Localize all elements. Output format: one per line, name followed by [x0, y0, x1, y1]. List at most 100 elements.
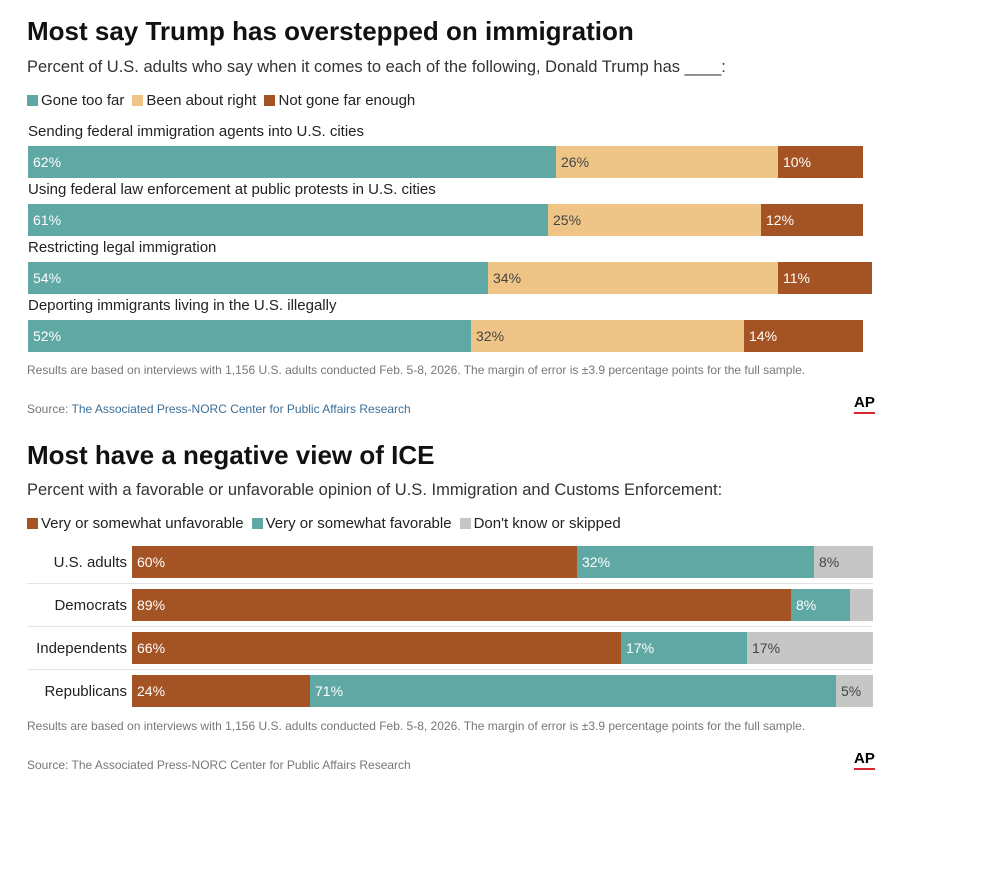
data-label: 60% [137, 554, 166, 570]
category-label: Restricting legal immigration [28, 239, 217, 256]
bar-segment: 66% [132, 632, 621, 664]
chart1-title: Most say Trump has overstepped on immigr… [27, 16, 634, 46]
legend-swatch [27, 95, 38, 106]
bar-segment: 5% [836, 675, 873, 707]
ap-logo: AP [854, 750, 875, 770]
data-label: 26% [561, 154, 590, 170]
legend-swatch [27, 518, 38, 529]
category-label: Republicans [44, 683, 127, 700]
row-divider [27, 583, 873, 584]
data-label: 66% [137, 640, 166, 656]
chart2-title: Most have a negative view of ICE [27, 440, 435, 470]
source-link[interactable]: The Associated Press-NORC Center for Pub… [71, 402, 411, 416]
bar-segment: 25% [548, 204, 761, 236]
data-label: 32% [476, 328, 505, 344]
bar-segment: 17% [747, 632, 873, 664]
bar-segment: 89% [132, 589, 791, 621]
bar-segment: 10% [778, 146, 863, 178]
legend-label: Don't know or skipped [473, 515, 621, 532]
legend-swatch [459, 518, 471, 529]
legend-label: Been about right [146, 92, 257, 109]
chart1-source: Source: The Associated Press-NORC Center… [27, 402, 411, 416]
legend-label: Very or somewhat favorable [265, 515, 452, 532]
stacked-bar: 24% 71% 5% [132, 675, 873, 707]
legend-label: Not gone far enough [278, 92, 416, 109]
legend-swatch [251, 518, 263, 529]
chart2-subtitle: Percent with a favorable or unfavorable … [27, 481, 723, 499]
stacked-bar: 52% 32% 14% [28, 320, 880, 352]
bar-segment: 32% [471, 320, 744, 352]
bar-segment: 24% [132, 675, 310, 707]
bar-segment: 17% [621, 632, 747, 664]
data-label: 5% [841, 683, 862, 699]
source-prefix: Source: [27, 758, 72, 772]
legend-item-gone-too-far: Gone too far [27, 92, 124, 109]
stacked-bar: 54% 34% 11% [28, 262, 880, 294]
chart2-footnote: Results are based on interviews with 1,1… [27, 719, 806, 733]
data-label: 10% [783, 154, 812, 170]
row-divider [27, 626, 873, 627]
category-label: Sending federal immigration agents into … [28, 123, 365, 140]
bar-segment-unlabeled [850, 589, 873, 621]
legend-item-about-right: Been about right [132, 92, 256, 109]
data-label: 52% [33, 328, 62, 344]
bar-segment: 61% [28, 204, 548, 236]
chart1-legend: Gone too far Been about right Not gone f… [27, 92, 423, 109]
chart2-legend: Very or somewhat unfavorable Very or som… [27, 515, 629, 532]
data-label: 61% [33, 212, 62, 228]
data-label: 8% [796, 597, 817, 613]
bar-segment: 34% [488, 262, 778, 294]
bar-segment: 8% [814, 546, 873, 578]
stacked-bar: 62% 26% 10% [28, 146, 880, 178]
chart1-footnote: Results are based on interviews with 1,1… [27, 363, 806, 377]
bar-segment: 52% [28, 320, 471, 352]
legend-swatch [132, 95, 144, 106]
data-label: 89% [137, 597, 166, 613]
data-label: 14% [749, 328, 778, 344]
legend-label: Very or somewhat unfavorable [41, 515, 244, 532]
stacked-bar: 89% 8% [132, 589, 873, 621]
stacked-bar: 61% 25% 12% [28, 204, 880, 236]
data-label: 71% [315, 683, 344, 699]
bar-segment: 14% [744, 320, 863, 352]
legend-item-dont-know: Don't know or skipped [459, 515, 621, 532]
bar-segment: 71% [310, 675, 836, 707]
data-label: 11% [783, 270, 810, 286]
source-text: The Associated Press-NORC Center for Pub… [71, 758, 411, 772]
stacked-bar: 60% 32% 8% [132, 546, 873, 578]
bar-segment: 62% [28, 146, 556, 178]
category-label: Using federal law enforcement at public … [28, 181, 436, 198]
row-divider [27, 669, 873, 670]
source-prefix: Source: [27, 402, 72, 416]
bar-segment: 54% [28, 262, 488, 294]
legend-item-favorable: Very or somewhat favorable [251, 515, 452, 532]
bar-segment: 32% [577, 546, 814, 578]
data-label: 34% [493, 270, 522, 286]
bar-segment: 60% [132, 546, 577, 578]
data-label: 17% [626, 640, 655, 656]
category-label: U.S. adults [53, 554, 127, 571]
legend-label: Gone too far [41, 92, 125, 109]
category-label: Independents [36, 640, 127, 657]
bar-segment: 8% [791, 589, 850, 621]
ap-logo: AP [854, 394, 875, 414]
bar-segment: 12% [761, 204, 863, 236]
bar-segment: 11% [778, 262, 872, 294]
data-label: 54% [33, 270, 62, 286]
legend-swatch [264, 95, 276, 106]
data-label: 12% [766, 212, 795, 228]
data-label: 62% [33, 154, 62, 170]
data-label: 32% [582, 554, 611, 570]
data-label: 24% [137, 683, 166, 699]
data-label: 8% [819, 554, 840, 570]
category-label: Democrats [54, 597, 127, 614]
data-label: 25% [553, 212, 582, 228]
legend-item-not-far-enough: Not gone far enough [264, 92, 415, 109]
data-label: 17% [752, 640, 781, 656]
chart2-source: Source: The Associated Press-NORC Center… [27, 758, 411, 772]
chart1-subtitle: Percent of U.S. adults who say when it c… [27, 58, 726, 76]
stacked-bar: 66% 17% 17% [132, 632, 873, 664]
legend-item-unfavorable: Very or somewhat unfavorable [27, 515, 244, 532]
bar-segment: 26% [556, 146, 778, 178]
category-label: Deporting immigrants living in the U.S. … [28, 297, 337, 314]
